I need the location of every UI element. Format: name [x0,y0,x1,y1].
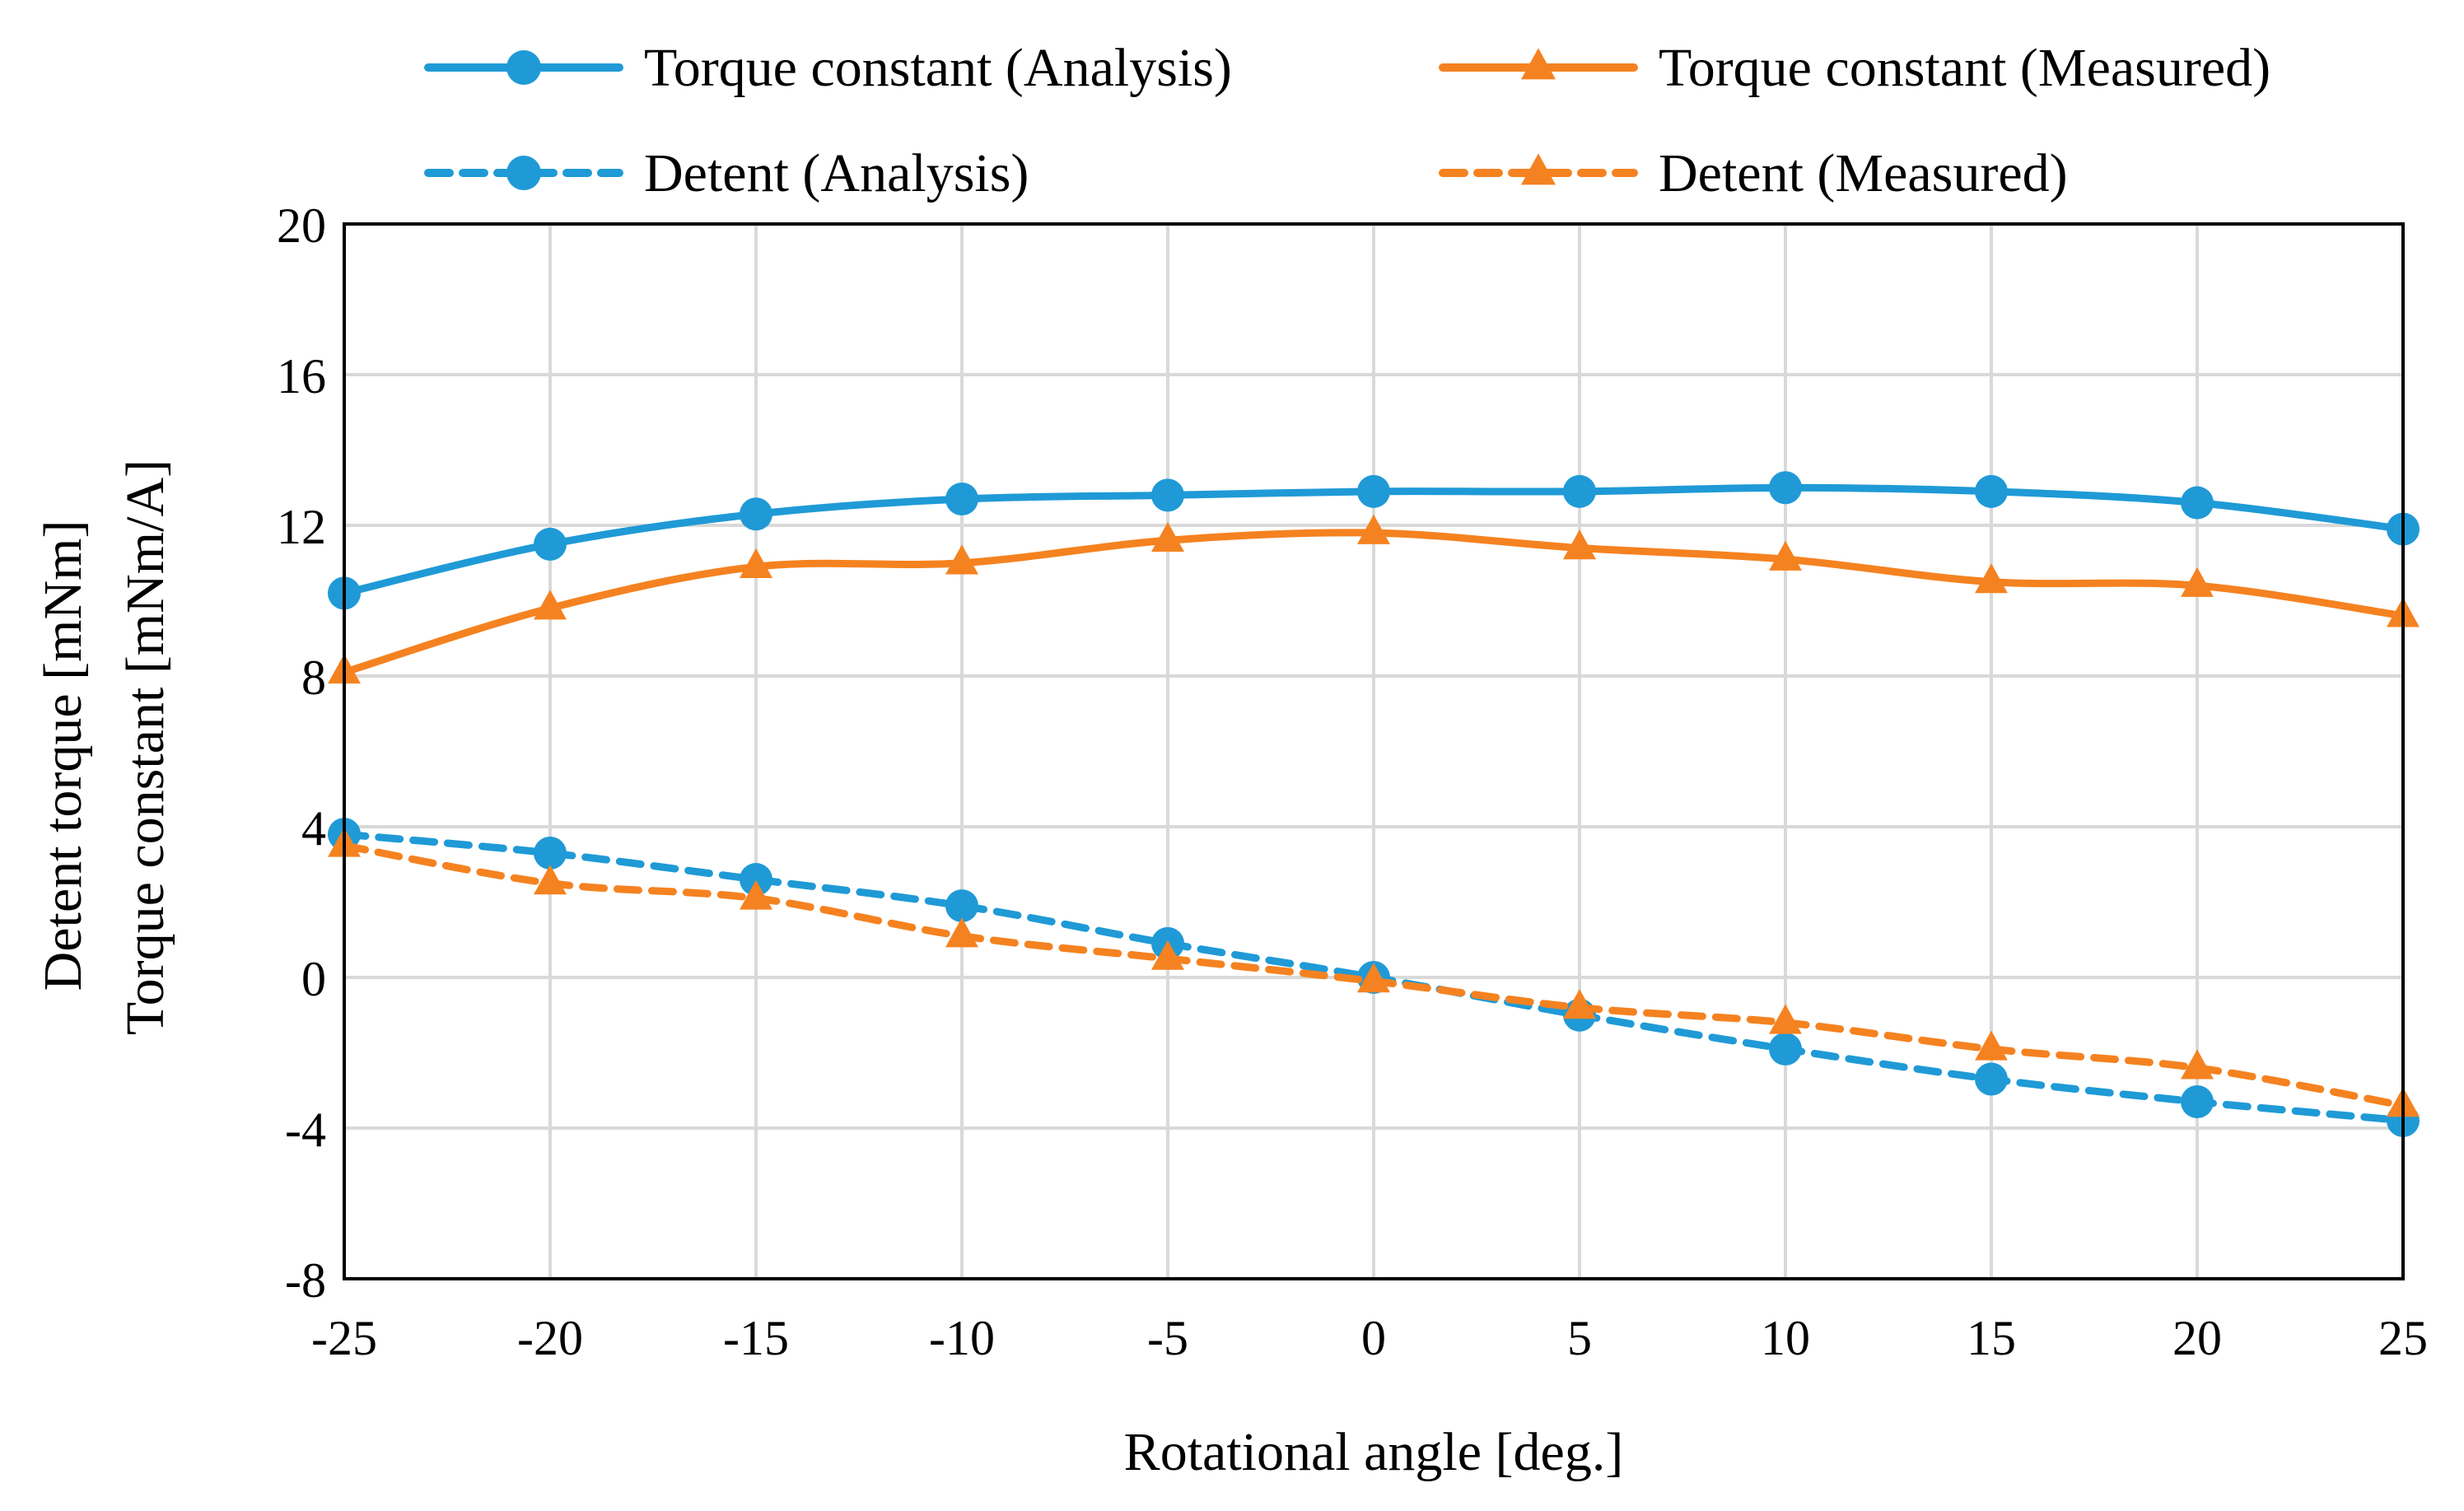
data-point [1769,471,1802,505]
y-tick-label: 16 [277,349,326,403]
data-point [1975,1030,2008,1061]
y-tick-label: 12 [277,500,326,554]
data-point [1975,474,2008,508]
legend-label: Torque constant (Analysis) [644,38,1232,98]
data-point [945,889,978,923]
legend-item: Detent (Analysis) [424,143,1029,203]
data-point [534,527,567,561]
legend-marker [1521,153,1556,185]
data-point [945,482,978,515]
data-point [1357,514,1390,544]
y-tick-label: -8 [285,1253,326,1308]
y-tick-label: 0 [301,952,326,1006]
data-point [945,544,978,575]
data-point [2181,486,2214,520]
data-point [740,879,772,910]
y-axis-title-line-1: Detent torque [mNm] [33,520,93,991]
data-point [534,865,567,895]
data-point [1563,529,1596,560]
series-1 [328,514,2420,684]
data-point [1151,940,1184,970]
x-tick-label: 25 [2378,1311,2428,1365]
data-point [1357,963,1390,993]
x-tick-label: 20 [2172,1311,2222,1365]
data-point [534,837,567,870]
x-axis-title: Rotational angle [deg.] [1124,1422,1624,1482]
legend: Torque constant (Analysis) Torque constan… [424,38,2270,203]
data-point [1769,540,1802,571]
data-point [2181,567,2214,597]
x-axis-ticks: -25 -20 -15 -10 -5 0 5 10 15 20 25 [311,1311,2428,1365]
data-point [2181,1049,2214,1080]
legend-item: Detent (Measured) [1439,143,2068,203]
legend-item: Torque constant (Measured) [1439,38,2270,98]
data-point [1563,989,1596,1019]
x-tick-label: 5 [1567,1311,1592,1365]
x-tick-label: -20 [517,1311,583,1365]
legend-marker [1521,48,1556,80]
plot-frame [343,222,2405,1280]
legend-item: Torque constant (Analysis) [424,38,1232,98]
data-point [1769,1032,1802,1066]
y-axis-ticks: -8 -4 0 4 8 12 16 20 [277,198,326,1308]
legend-label: Torque constant (Measured) [1659,38,2270,98]
data-point [1151,478,1184,512]
data-point [1151,521,1184,552]
x-tick-label: -15 [723,1311,789,1365]
y-tick-label: 20 [277,198,326,253]
data-point [1975,563,2008,594]
series-3 [328,827,2420,1117]
x-tick-label: 10 [1761,1311,1810,1365]
data-point [534,590,567,620]
x-tick-label: -5 [1147,1311,1188,1365]
series-0 [328,471,2420,610]
y-tick-label: 8 [301,651,326,705]
data-point [1563,474,1596,508]
y-tick-label: 4 [301,801,326,856]
legend-label: Detent (Analysis) [644,143,1029,203]
series-lines [328,471,2420,1137]
y-axis-title-line-2: Torque constant [mNm/A] [115,459,175,1035]
data-point [1975,1062,2008,1096]
data-point [740,548,772,578]
data-point [740,863,772,897]
legend-marker [506,50,541,85]
legend-marker [506,156,541,190]
data-point [945,917,978,948]
data-point [1357,474,1390,508]
data-point [1769,1004,1802,1034]
x-tick-label: -25 [311,1311,377,1365]
grid-lines [344,224,2403,1279]
x-tick-label: -10 [929,1311,995,1365]
x-tick-label: 15 [1967,1311,2016,1365]
data-point [2181,1084,2214,1118]
x-tick-label: 0 [1361,1311,1386,1365]
legend-label: Detent (Measured) [1659,143,2068,203]
data-point [740,497,772,531]
y-tick-label: -4 [285,1103,326,1157]
